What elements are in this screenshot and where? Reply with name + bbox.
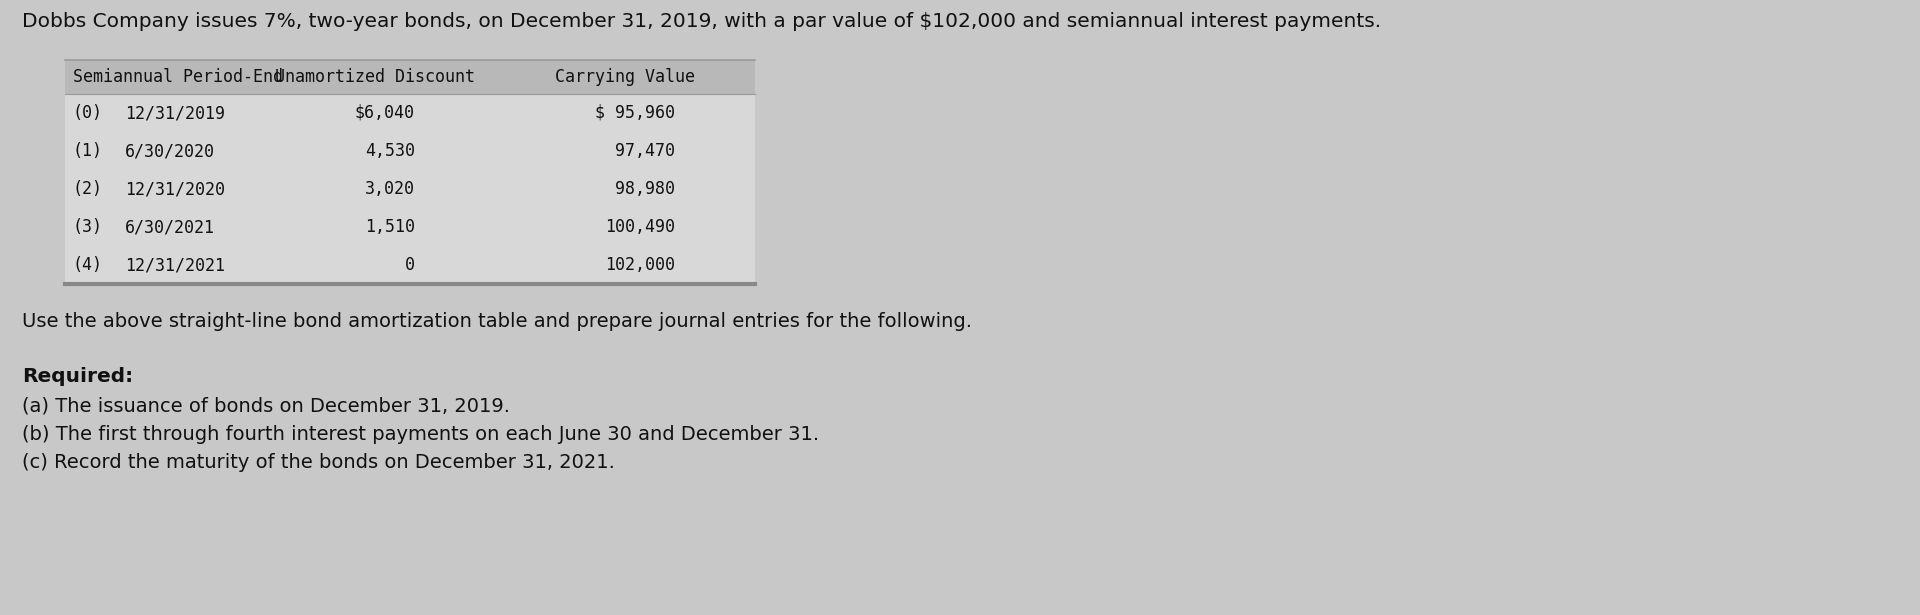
Text: 98,980: 98,980: [614, 180, 676, 198]
Text: 0: 0: [405, 256, 415, 274]
Text: Unamortized Discount: Unamortized Discount: [275, 68, 474, 86]
Text: 100,490: 100,490: [605, 218, 676, 236]
Text: 12/31/2021: 12/31/2021: [125, 256, 225, 274]
Text: (b) The first through fourth interest payments on each June 30 and December 31.: (b) The first through fourth interest pa…: [21, 425, 820, 444]
Text: (4): (4): [73, 256, 104, 274]
Text: Semiannual Period-End: Semiannual Period-End: [73, 68, 282, 86]
Text: 6/30/2020: 6/30/2020: [125, 142, 215, 160]
Text: Use the above straight-line bond amortization table and prepare journal entries : Use the above straight-line bond amortiz…: [21, 312, 972, 331]
Bar: [65, 60, 755, 94]
Text: $6,040: $6,040: [355, 104, 415, 122]
Text: 3,020: 3,020: [365, 180, 415, 198]
Text: (3): (3): [73, 218, 104, 236]
Text: 6/30/2021: 6/30/2021: [125, 218, 215, 236]
Text: Required:: Required:: [21, 367, 132, 386]
Text: 102,000: 102,000: [605, 256, 676, 274]
Text: Dobbs Company issues 7%, two-year bonds, on December 31, 2019, with a par value : Dobbs Company issues 7%, two-year bonds,…: [21, 12, 1380, 31]
Text: Carrying Value: Carrying Value: [555, 68, 695, 86]
Text: 12/31/2019: 12/31/2019: [125, 104, 225, 122]
Text: (2): (2): [73, 180, 104, 198]
Text: 1,510: 1,510: [365, 218, 415, 236]
Text: 4,530: 4,530: [365, 142, 415, 160]
Text: 97,470: 97,470: [614, 142, 676, 160]
Text: (c) Record the maturity of the bonds on December 31, 2021.: (c) Record the maturity of the bonds on …: [21, 453, 614, 472]
Text: 12/31/2020: 12/31/2020: [125, 180, 225, 198]
Text: (0): (0): [73, 104, 104, 122]
Text: $ 95,960: $ 95,960: [595, 104, 676, 122]
Text: (a) The issuance of bonds on December 31, 2019.: (a) The issuance of bonds on December 31…: [21, 397, 511, 416]
Text: (1): (1): [73, 142, 104, 160]
